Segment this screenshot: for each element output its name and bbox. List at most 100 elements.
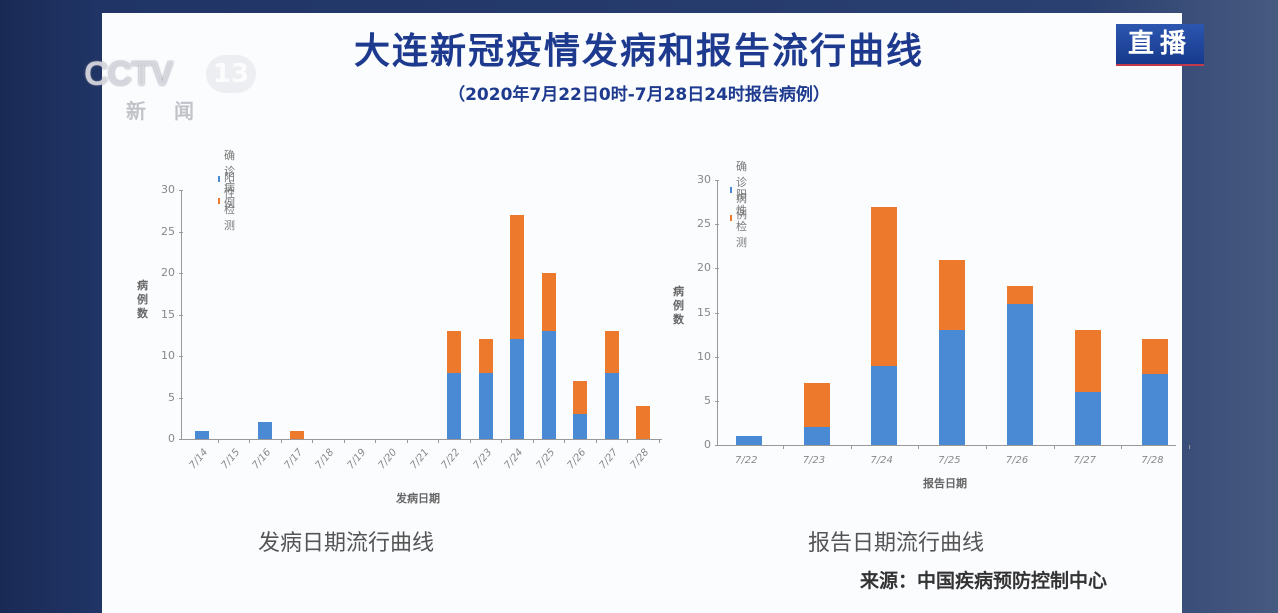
y-tick-mark xyxy=(179,356,183,357)
y-tick-label: 30 xyxy=(161,183,175,196)
x-tick-mark xyxy=(782,445,784,449)
x-tick-mark xyxy=(438,439,440,443)
x-tick-label: 7/22 xyxy=(735,455,758,466)
live-badge: 直播 xyxy=(1116,24,1204,66)
y-tick-mark xyxy=(715,224,719,226)
legend-label: 阳性检测 xyxy=(736,188,748,249)
chart-legend: 确诊病例 阳性检测 xyxy=(730,160,751,249)
channel-name: 新闻 xyxy=(126,99,222,123)
x-tick-label: 7/24 xyxy=(870,455,893,466)
x-tick-label: 7/28 xyxy=(1141,455,1164,466)
legend-item: 阳性检测 xyxy=(218,171,239,232)
bar-positive xyxy=(1142,339,1169,375)
bar-positive xyxy=(1074,330,1101,392)
bar-confirmed xyxy=(1074,392,1101,445)
y-tick-mark xyxy=(179,273,183,274)
x-tick-label: 7/26 xyxy=(1005,455,1029,466)
y-tick-label: 25 xyxy=(697,217,711,231)
x-axis xyxy=(717,445,1176,446)
y-tick-label: 25 xyxy=(161,224,175,238)
bar-confirmed xyxy=(510,339,524,439)
x-tick-mark xyxy=(595,439,597,443)
cctv13-logo: CCTV 13 新闻 xyxy=(84,55,259,125)
bar-positive xyxy=(573,380,587,415)
bar-confirmed xyxy=(195,430,209,439)
x-axis xyxy=(181,439,662,440)
legend-item: 确诊病例 xyxy=(218,149,239,210)
y-axis-label: 病例数 xyxy=(137,279,148,320)
bar-positive xyxy=(541,273,556,332)
bar-positive xyxy=(803,383,830,428)
onset-chart-caption: 发病日期流行曲线 xyxy=(258,531,435,556)
y-tick-mark xyxy=(179,314,183,316)
y-tick-mark xyxy=(715,356,719,358)
y-tick-label: 20 xyxy=(161,266,175,279)
y-tick-label: 20 xyxy=(697,261,711,275)
slide-panel xyxy=(102,13,1182,613)
bar-positive xyxy=(604,331,619,373)
legend-swatch xyxy=(218,176,221,182)
x-tick-mark xyxy=(469,439,471,443)
y-tick-label: 15 xyxy=(697,305,711,319)
bar-positive xyxy=(289,430,304,439)
source-note: 来源：中国疾病预防控制中心 xyxy=(860,570,1108,592)
chart-legend: 确诊病例 阳性检测 xyxy=(218,149,239,232)
x-tick-mark xyxy=(532,439,534,443)
y-tick-mark xyxy=(179,397,183,399)
y-tick-mark xyxy=(715,400,719,402)
x-tick-mark xyxy=(627,439,629,443)
y-tick-label: 30 xyxy=(697,173,711,186)
bar-confirmed xyxy=(803,427,830,445)
x-tick-mark xyxy=(850,445,852,449)
bar-positive xyxy=(636,405,650,439)
y-tick-label: 5 xyxy=(168,390,175,404)
bar-confirmed xyxy=(939,330,966,445)
legend-label: 确诊病例 xyxy=(736,160,748,221)
y-tick-label: 0 xyxy=(168,432,175,445)
y-tick-label: 10 xyxy=(697,349,711,363)
bar-confirmed xyxy=(1142,374,1169,445)
slide-title: 大连新冠疫情发病和报告流行曲线 xyxy=(353,31,924,72)
bar-confirmed xyxy=(258,422,272,439)
y-tick-mark xyxy=(715,268,719,270)
bar-confirmed xyxy=(447,372,461,439)
slide-subtitle: （2020年7月22日0时-7月28日24时报告病例） xyxy=(448,85,830,105)
x-tick-mark xyxy=(985,445,987,449)
y-tick-mark xyxy=(715,312,719,314)
x-tick-mark xyxy=(249,439,251,443)
x-tick-mark xyxy=(658,439,660,443)
legend-item: 阳性检测 xyxy=(730,188,751,249)
bar-confirmed xyxy=(1006,303,1033,445)
cctv-wordmark: CCTV xyxy=(84,55,174,93)
x-tick-mark xyxy=(217,439,219,443)
bar-positive xyxy=(939,259,966,331)
x-tick-label: 7/23 xyxy=(802,455,826,466)
x-tick-mark xyxy=(918,445,920,449)
y-tick-label: 5 xyxy=(704,393,711,407)
bar-positive xyxy=(447,331,461,373)
bar-confirmed xyxy=(478,372,493,439)
legend-swatch xyxy=(730,215,733,221)
y-axis-label: 病例数 xyxy=(673,285,684,326)
x-tick-mark xyxy=(1053,445,1055,449)
bar-confirmed xyxy=(604,372,619,439)
bar-confirmed xyxy=(541,331,556,439)
x-tick-mark xyxy=(501,439,503,443)
legend-swatch xyxy=(730,187,733,193)
bar-positive xyxy=(478,339,493,373)
x-tick-label: 7/25 xyxy=(938,455,961,466)
y-tick-mark xyxy=(715,180,719,181)
bar-positive xyxy=(871,206,898,366)
x-axis-label: 发病日期 xyxy=(396,492,440,505)
x-tick-mark xyxy=(343,439,345,443)
legend-item: 确诊病例 xyxy=(730,160,751,221)
x-tick-mark xyxy=(312,439,314,443)
report-chart-caption: 报告日期流行曲线 xyxy=(808,531,985,556)
bar-positive xyxy=(1006,286,1033,304)
x-tick-mark xyxy=(406,439,408,443)
x-tick-mark xyxy=(564,439,566,443)
y-tick-label: 10 xyxy=(161,349,175,362)
y-tick-label: 15 xyxy=(161,307,175,321)
x-tick-mark xyxy=(1189,445,1191,449)
bar-confirmed xyxy=(573,414,587,439)
